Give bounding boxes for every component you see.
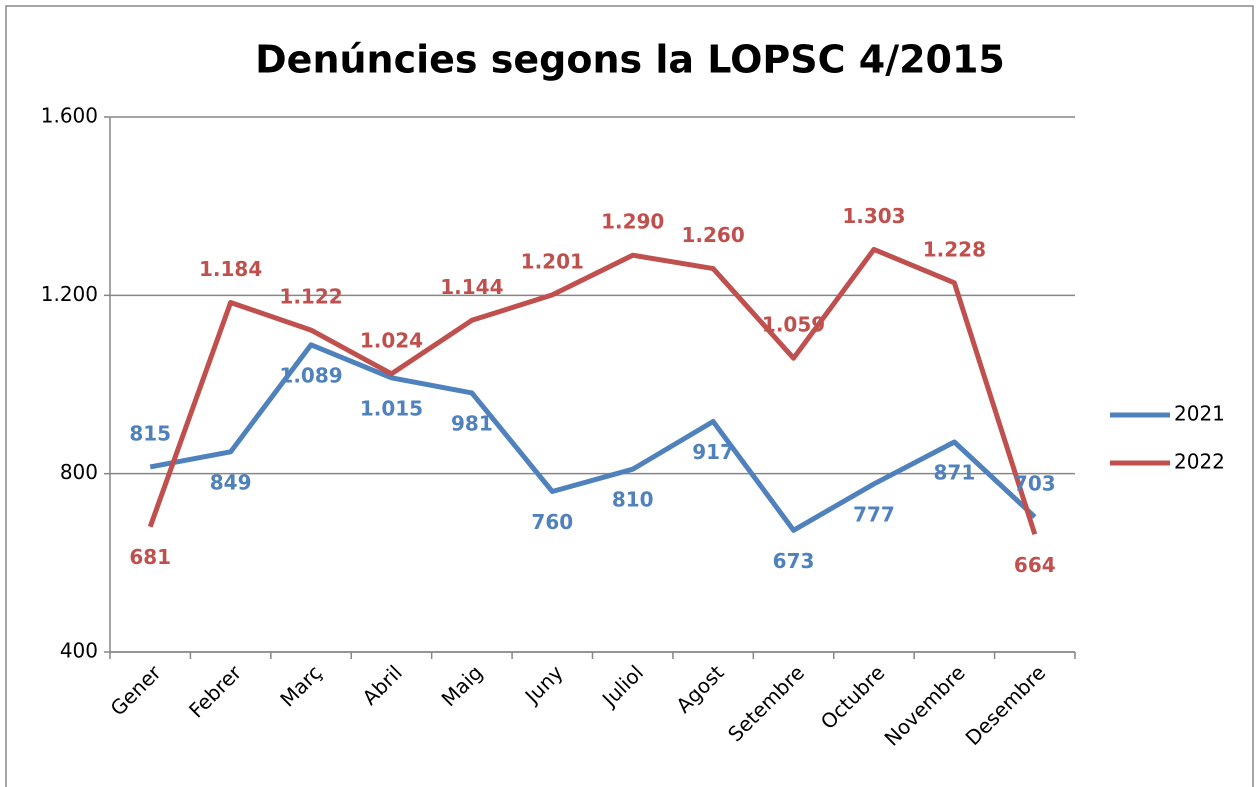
legend-label: 2021 <box>1174 402 1225 426</box>
data-label: 871 <box>934 461 976 485</box>
data-label: 810 <box>612 488 654 512</box>
data-label: 1.015 <box>360 396 423 420</box>
data-label: 1.024 <box>360 328 423 352</box>
data-label: 760 <box>531 510 573 534</box>
data-label: 664 <box>1014 553 1056 577</box>
data-label: 1.303 <box>842 204 905 228</box>
data-label: 815 <box>129 421 171 445</box>
data-label: 703 <box>1014 471 1056 495</box>
y-tick-label: 1.600 <box>41 104 98 128</box>
data-label: 1.260 <box>681 223 744 247</box>
data-label: 681 <box>129 545 171 569</box>
data-label: 1.122 <box>279 285 342 309</box>
data-label: 1.201 <box>521 249 584 273</box>
legend-label: 2022 <box>1174 450 1225 474</box>
chart-title: Denúncies segons la LOPSC 4/2015 <box>255 38 1005 82</box>
data-label: 673 <box>773 549 815 573</box>
y-tick-label: 1.200 <box>41 282 98 306</box>
line-series <box>149 342 1037 533</box>
data-label: 1.059 <box>762 313 825 337</box>
data-label: 1.228 <box>923 237 986 261</box>
data-label: 849 <box>210 470 252 494</box>
data-label: 1.144 <box>440 275 503 299</box>
data-label: 777 <box>853 502 895 526</box>
chart-frame <box>5 5 1254 787</box>
data-label: 917 <box>692 440 734 464</box>
data-label: 1.089 <box>279 363 342 387</box>
data-label: 1.290 <box>601 210 664 234</box>
y-tick-label: 400 <box>60 639 98 663</box>
data-label: 981 <box>451 411 493 435</box>
y-tick-label: 800 <box>60 460 98 484</box>
line-series <box>147 246 1038 536</box>
data-label: 1.184 <box>199 257 262 281</box>
